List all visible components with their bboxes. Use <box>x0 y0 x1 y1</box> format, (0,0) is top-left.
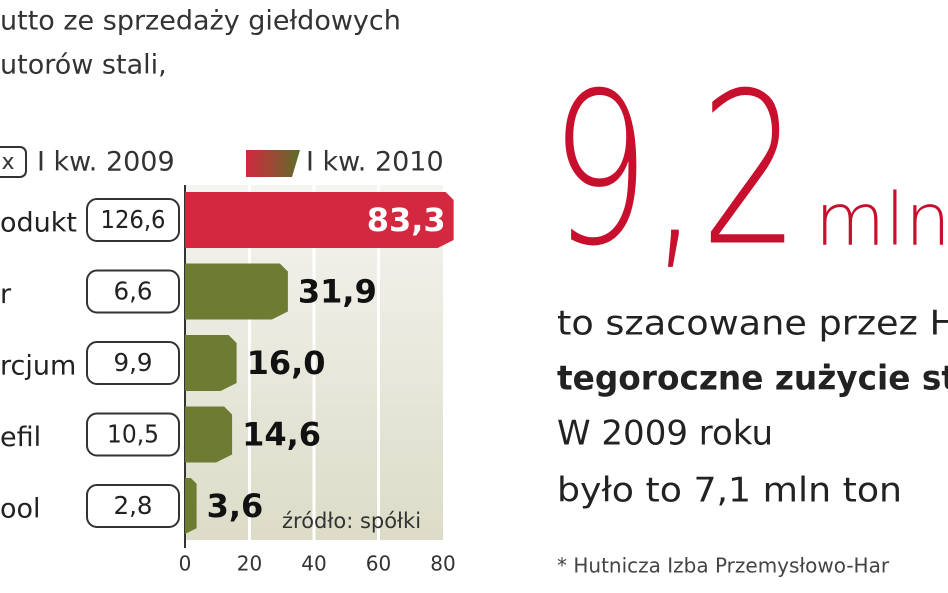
prev-year-box <box>86 198 180 242</box>
category-label: efil <box>0 422 41 453</box>
prev-year-box <box>86 412 180 457</box>
callout-line: tegoroczne zużycie st <box>557 359 948 399</box>
title-line: utorów stali, <box>0 50 167 81</box>
callout-line: było to 7,1 mln ton <box>557 471 902 511</box>
prev-year-label: 6,6 <box>114 277 153 306</box>
x-tick-label: 80 <box>430 552 455 576</box>
callout-line: to szacowane przez H <box>557 304 948 344</box>
category-label: rcjum <box>0 351 76 382</box>
prev-year-box <box>86 484 180 528</box>
legend-box <box>0 146 27 178</box>
x-tick-label: 20 <box>237 552 262 576</box>
category-label: odukt <box>0 208 77 239</box>
value-label: 16,0 <box>247 344 326 382</box>
footnote: * Hutnicza Izba Przemysłowo-Har <box>557 554 890 578</box>
bar <box>185 263 288 320</box>
callout-line: W 2009 roku <box>557 414 773 454</box>
x-tick-label: 0 <box>179 552 192 576</box>
bar <box>185 406 233 463</box>
bar <box>185 335 237 391</box>
legend-label: I kw. 2010 <box>306 147 444 178</box>
prev-year-label: 2,8 <box>114 491 153 520</box>
source: źródło: spółki <box>282 509 421 533</box>
prev-year-box <box>86 269 180 314</box>
callout-number: 9,2 <box>550 48 800 293</box>
value-label: 14,6 <box>242 416 321 454</box>
x-tick-label: 60 <box>366 552 391 576</box>
prev-year-box <box>86 341 180 385</box>
x-tick-label: 40 <box>301 552 326 576</box>
prev-year-label: 9,9 <box>114 348 153 377</box>
legend-swatch <box>246 150 300 177</box>
legend-label: I kw. 2009 <box>37 147 175 178</box>
title-line: utto ze sprzedaży giełdowych <box>0 6 401 37</box>
value-label: 3,6 <box>207 487 264 525</box>
bar <box>185 192 454 248</box>
bar <box>185 478 197 534</box>
value-label: 83,3 <box>367 201 446 239</box>
category-label: ool <box>0 494 41 525</box>
prev-year-label: 126,6 <box>101 205 166 234</box>
value-label: 31,9 <box>298 273 377 311</box>
callout-unit: mln <box>815 178 948 262</box>
prev-year-label: 10,5 <box>107 420 159 449</box>
category-label: r <box>0 279 12 310</box>
legend-box-label: x <box>1 150 14 175</box>
